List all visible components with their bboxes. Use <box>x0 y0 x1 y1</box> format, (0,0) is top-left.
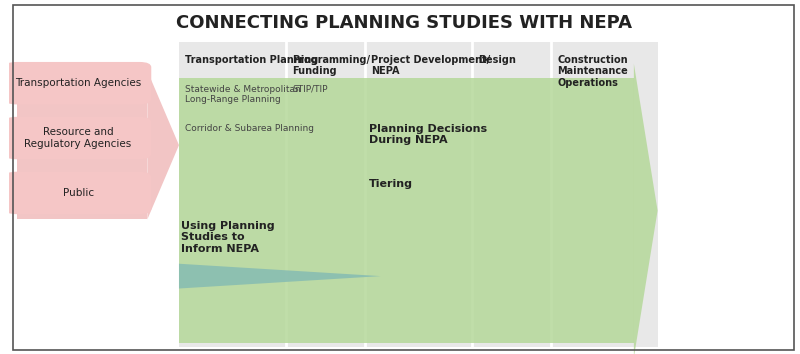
Text: Planning Decisions
During NEPA: Planning Decisions During NEPA <box>369 124 487 145</box>
FancyBboxPatch shape <box>17 71 147 219</box>
Text: Project Development/
NEPA: Project Development/ NEPA <box>371 55 490 76</box>
FancyBboxPatch shape <box>5 62 151 104</box>
FancyBboxPatch shape <box>179 42 286 347</box>
Polygon shape <box>634 64 658 354</box>
Text: Design: Design <box>478 55 516 65</box>
Text: Transportation Planning: Transportation Planning <box>186 55 318 65</box>
Text: Statewide & Metropolitan
Long-Range Planning: Statewide & Metropolitan Long-Range Plan… <box>186 85 301 104</box>
FancyBboxPatch shape <box>550 42 658 347</box>
Text: Construction
Maintenance
Operations: Construction Maintenance Operations <box>557 55 628 88</box>
Text: Transportation Agencies: Transportation Agencies <box>15 78 142 88</box>
FancyBboxPatch shape <box>365 42 472 347</box>
FancyBboxPatch shape <box>179 78 634 343</box>
Polygon shape <box>179 264 381 289</box>
FancyBboxPatch shape <box>286 42 365 347</box>
FancyBboxPatch shape <box>472 42 550 347</box>
Polygon shape <box>147 71 179 219</box>
Text: Programming/
Funding: Programming/ Funding <box>292 55 370 76</box>
Text: Tiering: Tiering <box>369 179 413 189</box>
Text: Using Planning
Studies to
Inform NEPA: Using Planning Studies to Inform NEPA <box>182 221 275 254</box>
Text: Corridor & Subarea Planning: Corridor & Subarea Planning <box>186 124 314 133</box>
Text: Public: Public <box>62 188 94 198</box>
FancyBboxPatch shape <box>5 117 151 159</box>
Text: STIP/TIP: STIP/TIP <box>292 85 327 94</box>
FancyBboxPatch shape <box>5 172 151 214</box>
Text: Resource and
Regulatory Agencies: Resource and Regulatory Agencies <box>25 127 132 149</box>
Text: CONNECTING PLANNING STUDIES WITH NEPA: CONNECTING PLANNING STUDIES WITH NEPA <box>177 14 633 32</box>
